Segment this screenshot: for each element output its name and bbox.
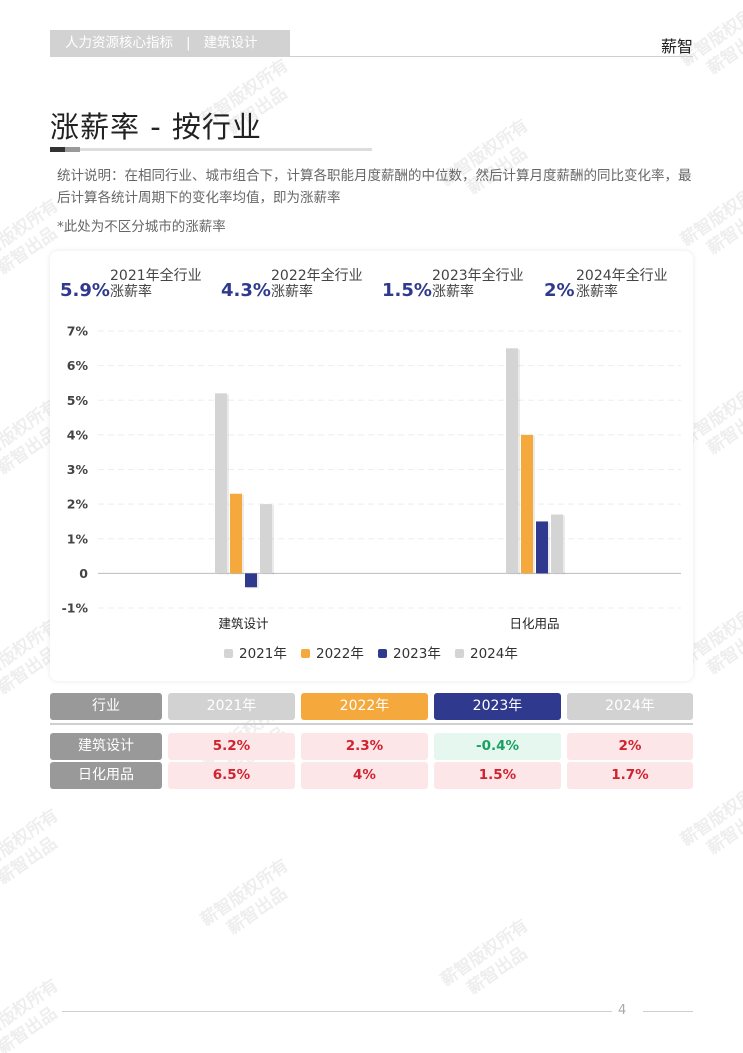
bar — [551, 514, 563, 574]
table-cell: 6.5% — [168, 762, 295, 789]
page-number: 4 — [618, 1003, 627, 1018]
y-tick-label: 2% — [67, 497, 89, 512]
bar — [536, 521, 548, 574]
summary-value: 4.3% — [221, 280, 271, 301]
salary-growth-bar-chart: 7% 6% 5% 4% 3% 2% 1% 0 -1% 建筑设计 日化用品 2021年 2022年 2023… — [62, 324, 681, 662]
summary-label: 2023年全行业 涨薪率 — [432, 268, 524, 300]
table-header-year: 2022年 — [301, 693, 428, 720]
y-tick-label: 0 — [79, 566, 88, 581]
y-tick-label: 1% — [67, 531, 89, 546]
bar — [521, 434, 533, 574]
watermark: 薪智版权所有薪智出品 — [0, 805, 63, 889]
header-separator: | — [186, 35, 191, 51]
y-tick-label: 6% — [67, 358, 89, 373]
legend-label: 2023年 — [393, 646, 441, 662]
table-cell: 1.7% — [567, 762, 693, 789]
legend-label: 2024年 — [470, 646, 518, 662]
legend-label: 2022年 — [316, 646, 364, 662]
legend-swatch — [224, 649, 233, 658]
summary-value: 1.5% — [382, 280, 432, 301]
bar — [230, 493, 242, 574]
footer-line-left — [62, 1011, 612, 1012]
chart-card — [50, 251, 693, 681]
summary-label: 2022年全行业 涨薪率 — [271, 268, 363, 300]
title-accent-dark — [50, 147, 65, 152]
summary-value: 5.9% — [60, 280, 110, 301]
bar — [506, 348, 518, 574]
table-header-industry: 行业 — [50, 693, 162, 720]
header-industry: 建筑设计 — [203, 35, 258, 51]
table-divider — [50, 723, 693, 725]
page-title: 涨薪率 - 按行业 — [50, 110, 262, 144]
legend-label: 2021年 — [239, 646, 287, 662]
brand-name: 薪智 — [660, 37, 693, 56]
table-row-label: 建筑设计 — [50, 733, 162, 760]
table-cell: 5.2% — [168, 733, 295, 760]
header-divider — [290, 56, 693, 57]
header-breadcrumb: 人力资源核心指标 | 建筑设计 — [50, 30, 290, 57]
x-category-label: 建筑设计 — [218, 616, 268, 631]
y-tick-label: 7% — [67, 324, 89, 339]
table-header-year: 2021年 — [168, 693, 295, 720]
watermark: 薪智版权所有薪智出品 — [197, 855, 293, 939]
watermark: 薪智版权所有薪智出品 — [437, 915, 533, 999]
table-cell: 1.5% — [434, 762, 561, 789]
footer-line-right — [643, 1011, 693, 1012]
legend-swatch — [455, 649, 464, 658]
statistics-note: 统计说明：在相同行业、城市组合下，计算各职能月度薪酬的中位数，然后计算月度薪酬的… — [57, 168, 692, 206]
table-cell: 2.3% — [301, 733, 428, 760]
x-category-label: 日化用品 — [509, 616, 559, 631]
table-cell: -0.4% — [434, 733, 561, 760]
summary-label: 2024年全行业 涨薪率 — [576, 268, 668, 300]
legend-swatch — [301, 649, 310, 658]
table-header-year: 2023年 — [434, 693, 561, 720]
table-header-year: 2024年 — [567, 693, 693, 720]
title-underline — [80, 148, 372, 151]
table-cell: 2% — [567, 733, 693, 760]
summary-value: 2% — [544, 280, 575, 301]
table-cell: 4% — [301, 762, 428, 789]
watermark: 薪智版权所有薪智出品 — [0, 975, 63, 1053]
y-tick-label: 3% — [67, 462, 89, 477]
title-accent-grey — [65, 147, 80, 152]
y-tick-label: 5% — [67, 393, 89, 408]
legend-swatch — [378, 649, 387, 658]
bar — [260, 504, 272, 574]
summary-label: 2021年全行业 涨薪率 — [110, 268, 202, 300]
table-row-label: 日化用品 — [50, 762, 162, 789]
bar — [245, 573, 257, 588]
city-note: *此处为不区分城市的涨薪率 — [57, 219, 226, 235]
y-tick-label: 4% — [67, 427, 89, 442]
bar — [215, 393, 227, 574]
header-section: 人力资源核心指标 — [65, 35, 173, 51]
y-tick-label: -1% — [62, 601, 89, 616]
